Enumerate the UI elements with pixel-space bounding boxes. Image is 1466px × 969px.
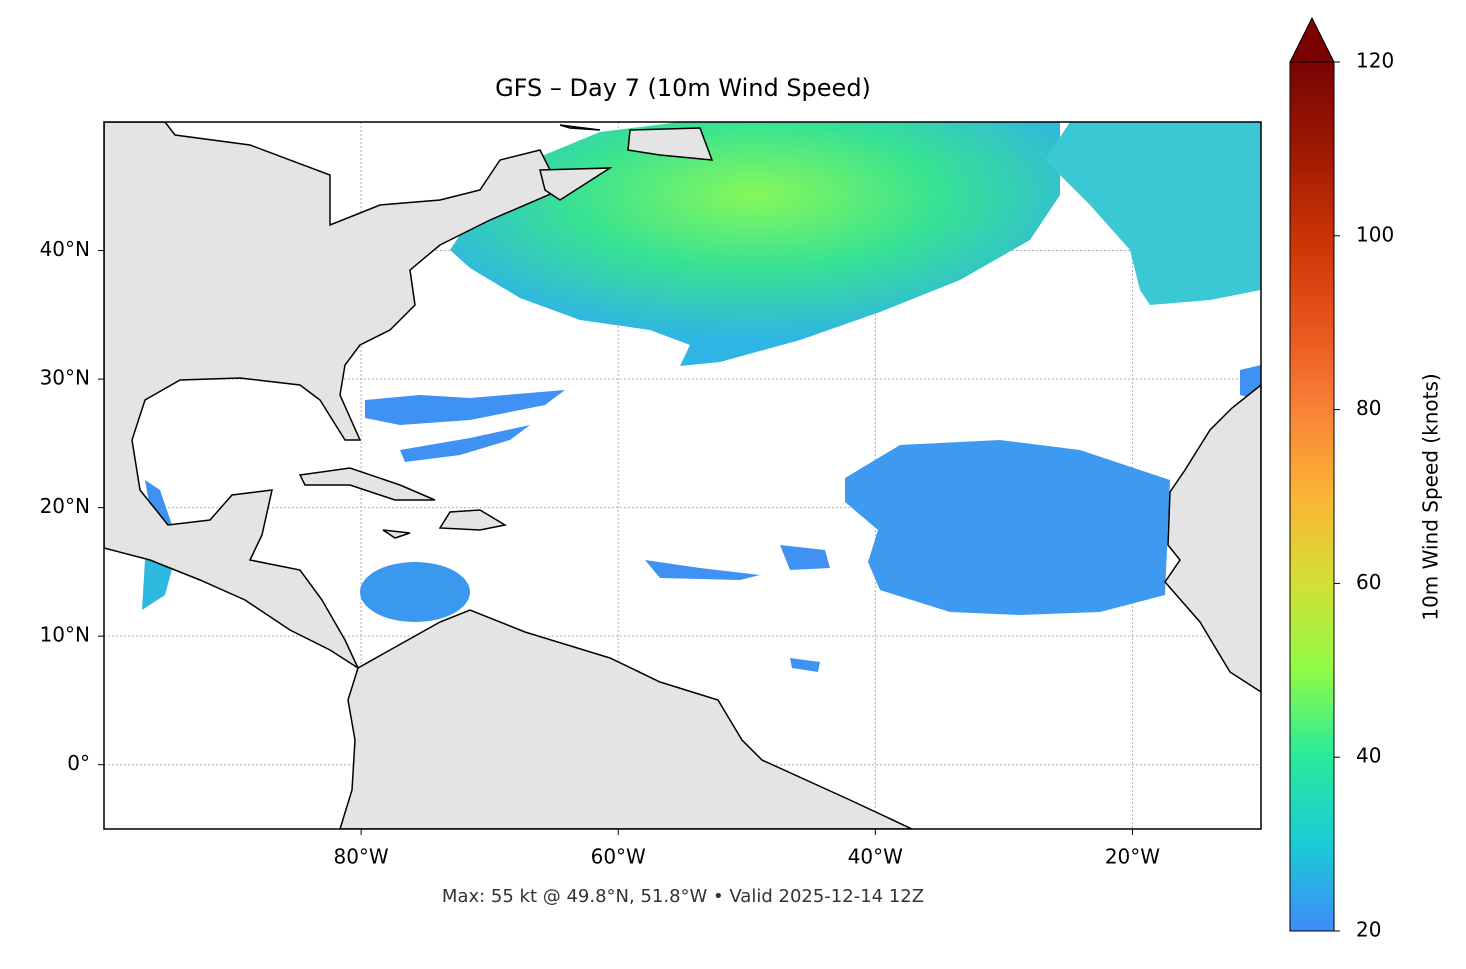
- x-tick-label: 40°W: [848, 845, 903, 869]
- wind-field: [142, 558, 175, 610]
- land: [1164, 384, 1261, 693]
- wind-field: [645, 560, 760, 580]
- colorbar: 10m Wind Speed (knots) 20 40 60 80 100 120: [1289, 16, 1443, 942]
- x-tick-label: 80°W: [333, 845, 388, 869]
- y-tick-label: 40°N: [40, 237, 90, 261]
- colorbar-tick-label: 60: [1356, 570, 1381, 594]
- wind-field: [450, 122, 1060, 366]
- y-tick-label: 10°N: [40, 623, 90, 647]
- map-area: [104, 122, 1261, 829]
- axes: 80°W 60°W 40°W 20°W 0° 10°N 20°N 30°N 40°N: [40, 237, 1161, 868]
- land: [438, 509, 508, 531]
- wind-field: [780, 545, 830, 570]
- colorbar-tick-label: 80: [1356, 396, 1381, 420]
- footer-note: Max: 55 kt @ 49.8°N, 51.8°W • Valid 2025…: [442, 886, 924, 907]
- land: [104, 122, 562, 671]
- land: [539, 124, 714, 201]
- wind-field: [400, 425, 530, 462]
- y-tick-label: 0°: [67, 751, 90, 775]
- colorbar-extension: [1289, 16, 1335, 63]
- map-frame: [103, 121, 1262, 830]
- colorbar-label: 10m Wind Speed (knots): [1419, 373, 1443, 620]
- x-tick-label: 60°W: [591, 845, 646, 869]
- wind-field: [360, 562, 470, 622]
- colorbar-tick-label: 120: [1356, 49, 1394, 73]
- y-tick-label: 20°N: [40, 494, 90, 518]
- land: [298, 467, 436, 501]
- map-title: GFS – Day 7 (10m Wind Speed): [495, 74, 871, 102]
- x-tick-label: 20°W: [1105, 845, 1160, 869]
- y-tick-label: 30°N: [40, 366, 90, 390]
- wind-field: [1045, 122, 1261, 305]
- land: [382, 529, 411, 539]
- colorbar-tick-label: 40: [1356, 744, 1381, 768]
- colorbar-tick-label: 100: [1356, 222, 1394, 246]
- colorbar-tick-label: 20: [1356, 918, 1381, 942]
- land: [339, 609, 913, 829]
- colorbar-gradient: [1289, 61, 1335, 932]
- wind-field: [845, 440, 1170, 615]
- wind-field: [365, 390, 565, 425]
- wind-field: [790, 658, 820, 672]
